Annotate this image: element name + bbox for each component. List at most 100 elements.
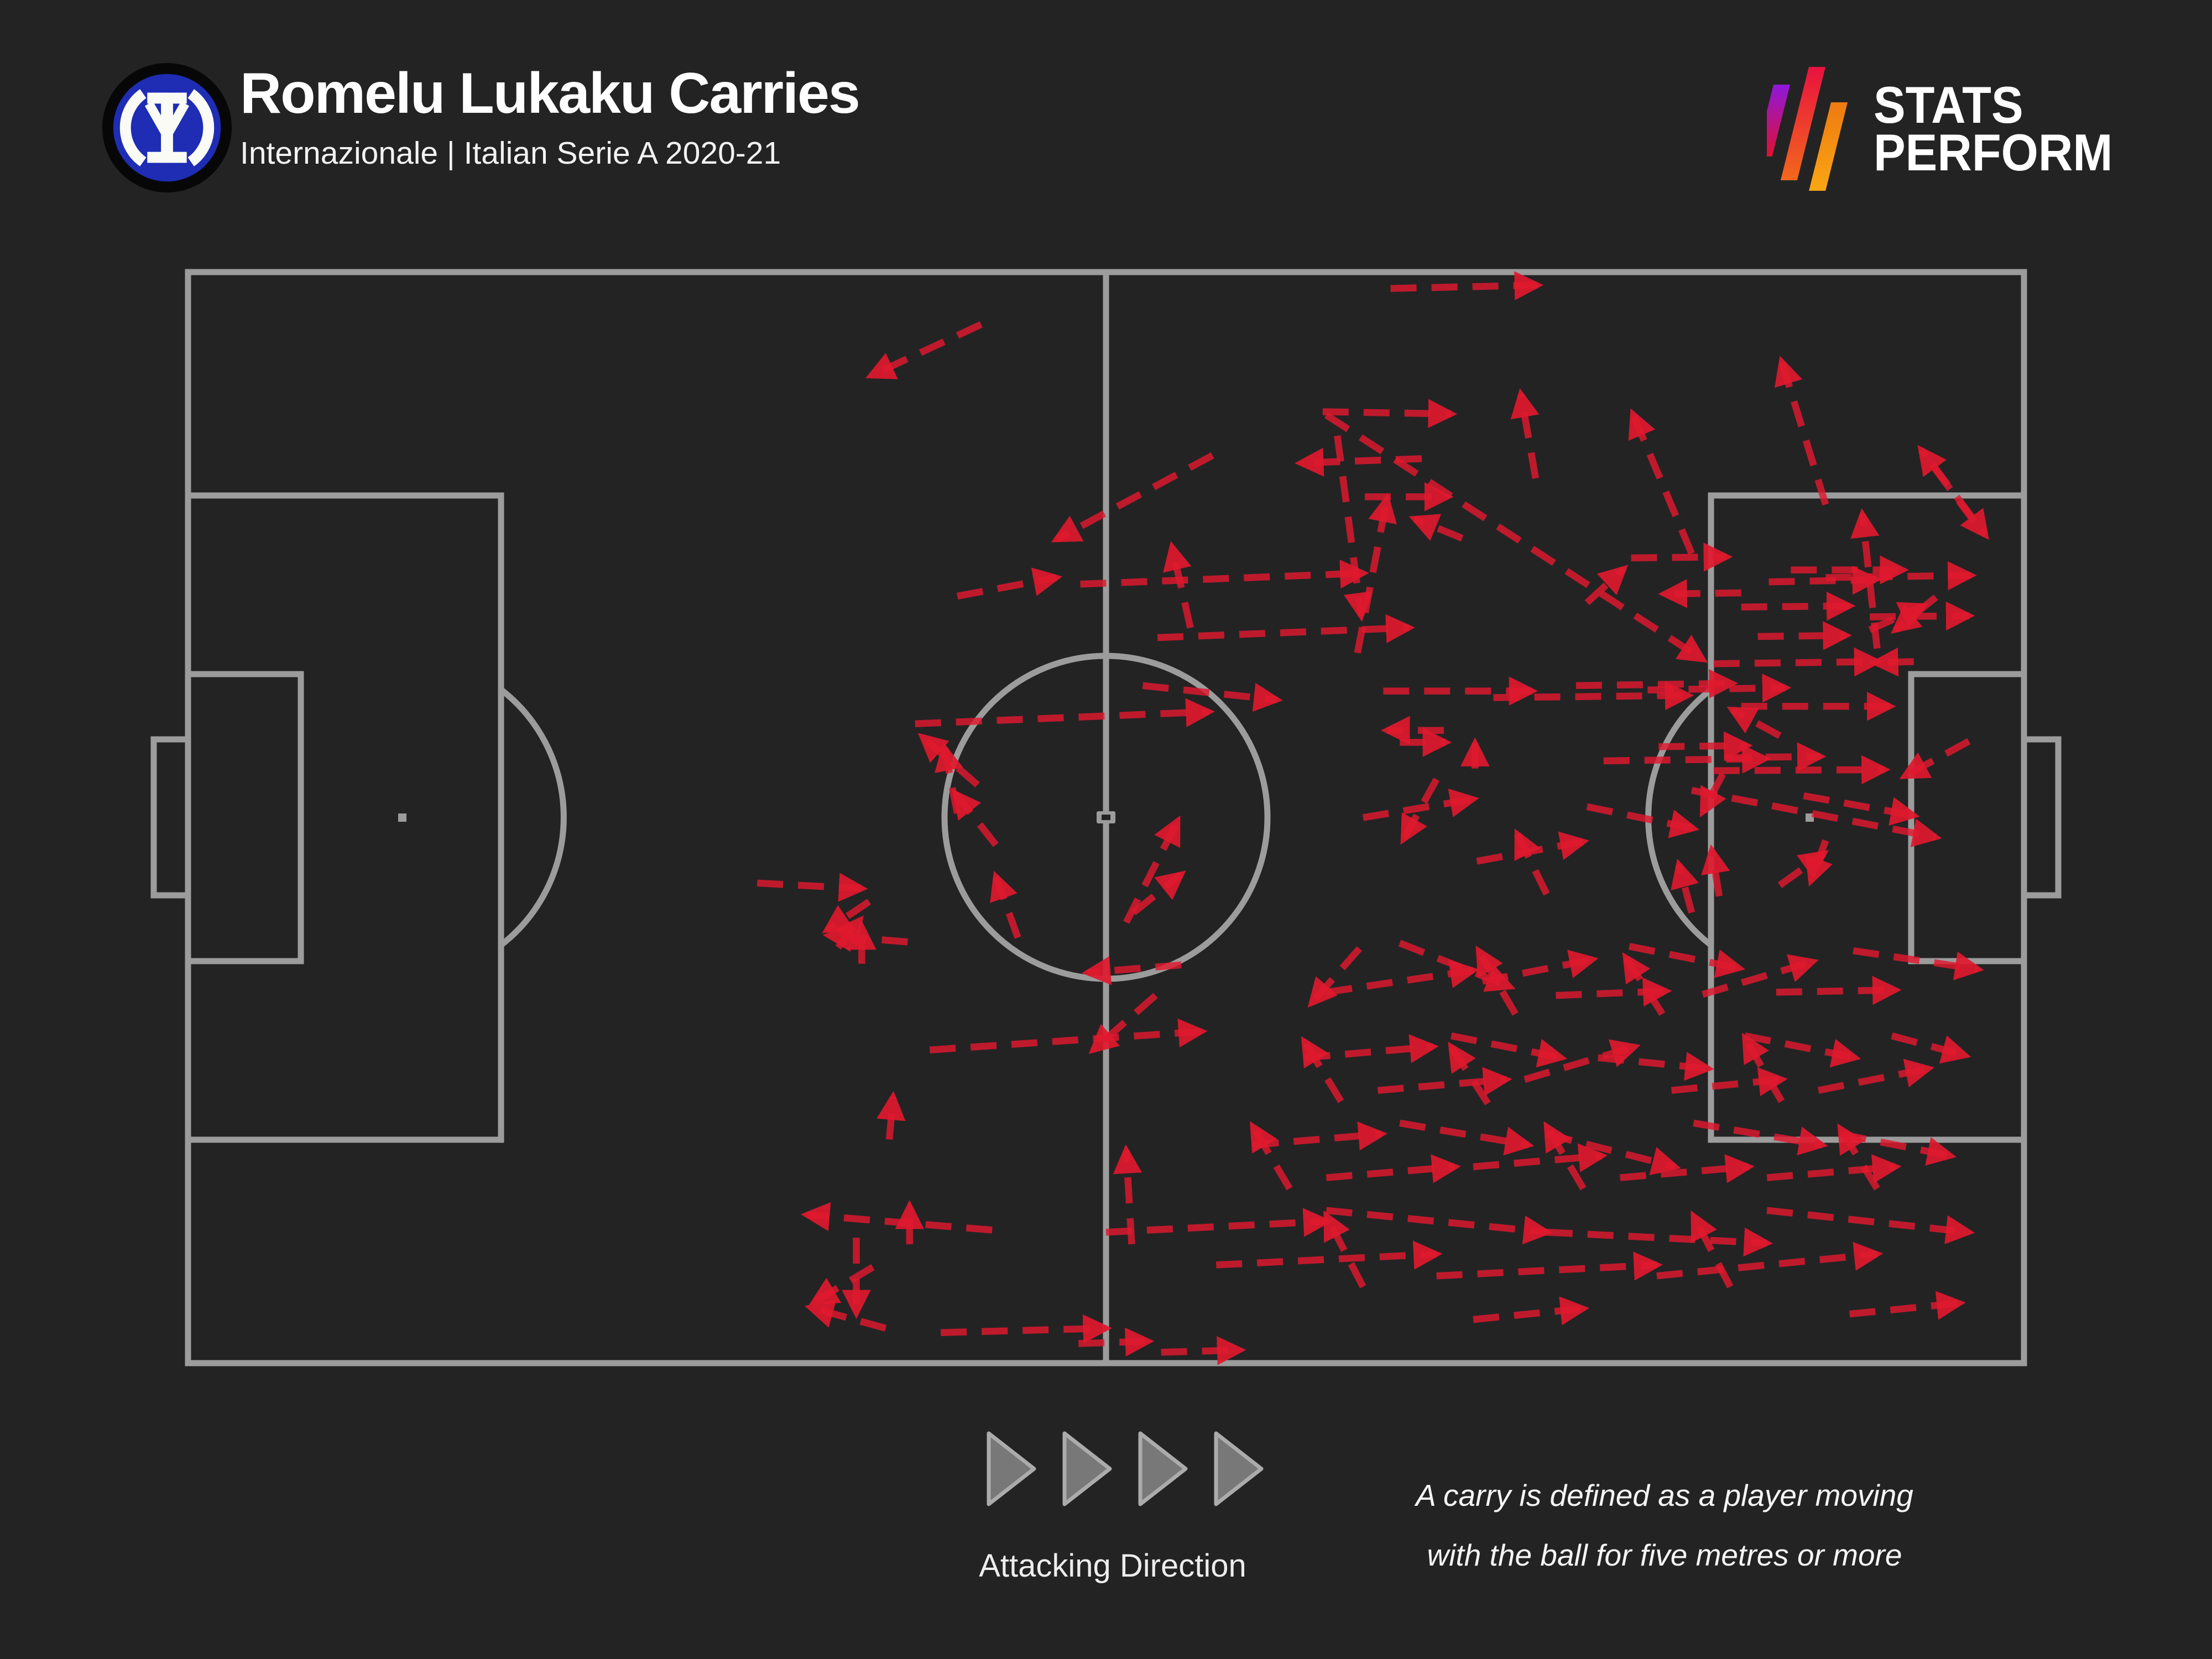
left-penalty-area — [185, 492, 504, 1143]
carry-arrow — [915, 698, 1215, 728]
carry-arrow — [1776, 975, 1902, 1005]
carry-arrow — [1304, 1034, 1439, 1063]
carry-arrow — [1543, 1121, 1587, 1191]
centre-mark-notch — [1102, 815, 1110, 820]
carry-arrow — [1741, 1032, 1785, 1103]
carry-arrow — [1929, 462, 1989, 540]
carry-definition-line-2: with the ball for five metres or more — [1427, 1538, 1902, 1572]
carry-arrow — [1713, 755, 1891, 785]
carry-arrow — [1575, 669, 1739, 698]
carry-arrow — [1658, 731, 1753, 761]
carry-arrow — [1399, 1119, 1535, 1156]
carry-arrow — [1123, 815, 1181, 924]
stats-perform-wordmark: STATS PERFORM — [1874, 79, 2113, 181]
carry-arrow — [1450, 1032, 1568, 1068]
carry-arrow — [917, 733, 980, 788]
carry-arrow — [1514, 828, 1550, 896]
carry-arrow — [1377, 1067, 1512, 1096]
carry-arrow — [1671, 858, 1699, 914]
carry-arrow — [1584, 565, 1629, 606]
carry-arrow — [1326, 1154, 1461, 1183]
carry-arrow — [1307, 946, 1362, 1008]
left-goal — [150, 736, 191, 899]
carry-arrow — [941, 1314, 1112, 1344]
carry-arrow — [1671, 1067, 1788, 1097]
carry-arrow — [1766, 1207, 1975, 1244]
carry-arrow — [1493, 681, 1694, 711]
carry-arrow — [1131, 870, 1186, 916]
carry-arrow — [956, 567, 1063, 600]
carry-arrow — [1323, 1210, 1366, 1288]
carry-arrow — [1690, 1210, 1734, 1288]
carry-arrow — [1215, 1240, 1443, 1270]
carry-arrow — [1324, 412, 1708, 663]
carry-arrow — [1803, 792, 1920, 826]
carry-arrow — [1699, 772, 1726, 818]
attacking-direction-triangle-icon — [1214, 1431, 1264, 1506]
carry-arrow — [1051, 452, 1214, 542]
carry-arrow — [1757, 621, 1852, 650]
attacking-direction-label: Attacking Direction — [979, 1548, 1246, 1584]
carry-arrow — [1362, 789, 1479, 821]
attacking-direction-arrows-icon — [987, 1431, 1264, 1506]
carry-arrow — [1693, 1119, 1828, 1156]
carry-arrow — [1556, 977, 1672, 1007]
left-penalty-arc — [499, 687, 567, 948]
carry-arrow — [1598, 1052, 1714, 1081]
carry-arrow — [1726, 706, 1782, 739]
carry-arrow — [1253, 1121, 1387, 1151]
carry-arrow — [1473, 1143, 1608, 1172]
carry-arrow — [1524, 1039, 1641, 1083]
carry-arrow — [1481, 950, 1599, 985]
carry-arrow — [1631, 542, 1733, 572]
attacking-direction-triangle-icon — [1138, 1431, 1188, 1506]
carry-arrow — [1157, 614, 1415, 644]
carry-arrow — [1546, 1227, 1773, 1257]
carry-arrow — [1301, 1036, 1344, 1103]
inter-club-crest-icon — [102, 62, 232, 193]
page-subtitle: Internazionale | Italian Serie A 2020-21 — [240, 135, 781, 171]
football-pitch — [150, 269, 2062, 1366]
carry-arrow — [1899, 738, 1971, 779]
carry-arrow — [1622, 952, 1666, 1016]
carry-arrow — [1326, 959, 1479, 996]
carry-arrow — [1510, 388, 1540, 479]
carry-arrow — [1436, 1251, 1663, 1281]
carries-layer — [757, 271, 1989, 1365]
stats-perform-slashes-icon — [1767, 67, 1848, 191]
carry-arrow — [808, 1264, 875, 1306]
pitch-lines — [150, 269, 2062, 1366]
carry-arrow — [822, 899, 872, 933]
attacking-direction-triangle-icon — [1062, 1431, 1112, 1506]
carry-arrow — [1891, 1032, 1971, 1064]
carry-arrow — [1078, 1327, 1155, 1357]
brand-line-2: PERFORM — [1874, 123, 2113, 181]
carry-arrow — [822, 922, 908, 952]
carry-arrow — [1837, 1123, 1880, 1191]
carry-arrow — [1656, 1241, 1884, 1280]
carry-arrow — [865, 321, 983, 379]
carry-arrow — [1326, 1207, 1553, 1245]
carry-arrow — [1620, 1154, 1755, 1183]
carry-arrow — [1647, 674, 1792, 703]
carry-arrow — [952, 789, 999, 847]
carry-arrow — [1142, 682, 1283, 712]
carry-arrow — [1891, 594, 1938, 634]
carry-arrow — [757, 873, 868, 902]
carry-arrow — [1744, 1032, 1861, 1068]
carry-arrow — [1774, 356, 1829, 506]
carry-arrow — [1628, 408, 1695, 555]
carry-arrow — [1849, 1291, 1966, 1320]
carry-arrow — [1334, 435, 1373, 622]
carry-arrow — [1741, 591, 1856, 621]
stats-perform-logo: STATS PERFORM — [1767, 60, 2143, 198]
carry-arrow — [1713, 647, 1884, 677]
carry-arrow — [1853, 947, 1984, 980]
carry-arrow — [1475, 945, 1519, 1016]
carry-arrow — [877, 1091, 906, 1140]
carry-arrow — [1390, 271, 1544, 300]
carry-arrow — [1400, 778, 1440, 845]
carry-arrow — [1473, 1296, 1590, 1326]
carry-arrow — [1250, 1121, 1293, 1191]
carry-arrow — [1586, 803, 1700, 838]
